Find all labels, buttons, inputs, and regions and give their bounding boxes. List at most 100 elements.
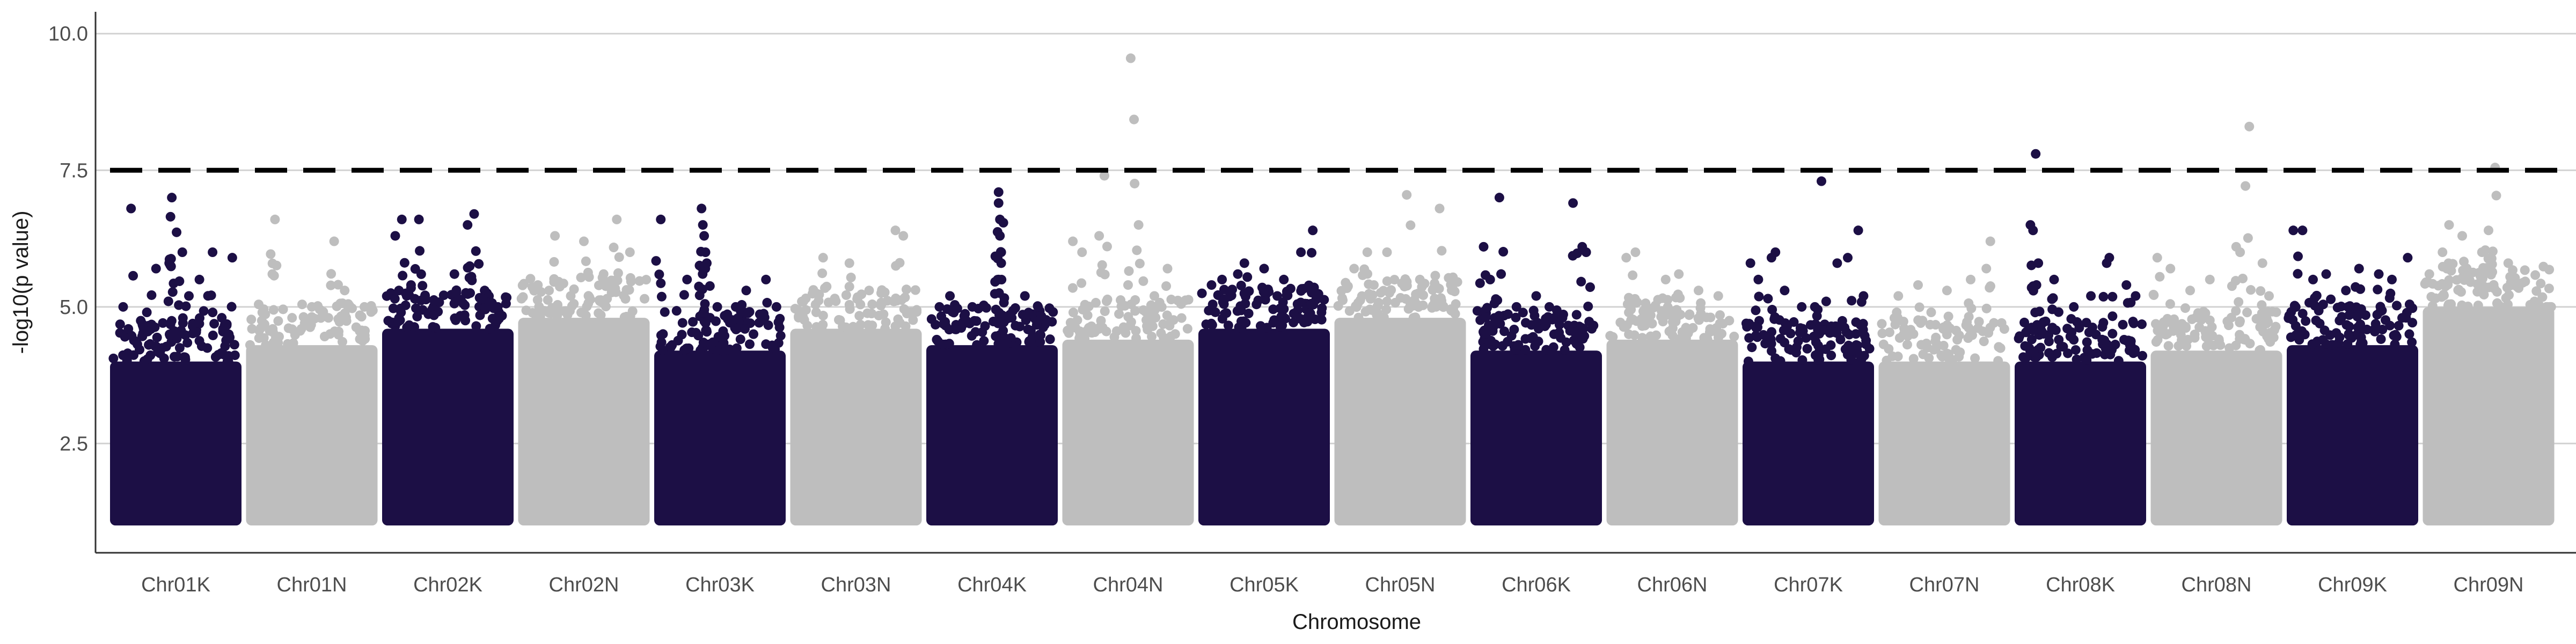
chromosome-group-Chr03N xyxy=(790,225,922,526)
data-point xyxy=(1244,286,1254,296)
data-point xyxy=(1576,276,1586,287)
x-tick-label: Chr02K xyxy=(413,574,482,596)
data-point xyxy=(1379,312,1389,323)
data-point xyxy=(404,320,414,330)
data-point xyxy=(471,321,481,331)
data-point xyxy=(2344,310,2354,320)
data-point xyxy=(1227,284,1238,295)
data-point xyxy=(1624,292,1634,303)
data-point xyxy=(1020,291,1030,301)
data-point xyxy=(451,288,462,298)
data-point xyxy=(1446,305,1457,316)
data-point xyxy=(329,236,339,246)
data-point xyxy=(1125,53,1136,63)
data-point xyxy=(2031,149,2041,159)
data-point xyxy=(2130,347,2140,357)
data-point xyxy=(761,274,771,284)
data-point xyxy=(2044,336,2054,347)
data-point xyxy=(2018,352,2029,362)
data-point xyxy=(677,318,687,328)
x-axis-title: Chromosome xyxy=(1292,610,1421,634)
data-point xyxy=(1260,295,1270,305)
data-point xyxy=(1964,298,1974,309)
data-point xyxy=(2185,286,2195,296)
data-point xyxy=(1554,320,1564,330)
data-point xyxy=(822,281,832,291)
data-point xyxy=(697,284,707,294)
data-point xyxy=(1101,296,1111,306)
data-point xyxy=(2389,331,2399,341)
data-point xyxy=(2472,287,2483,297)
data-point xyxy=(671,306,682,316)
data-point xyxy=(153,347,163,357)
data-point xyxy=(1641,302,1651,312)
data-point xyxy=(993,187,1004,197)
data-point xyxy=(1624,329,1634,339)
data-point xyxy=(1560,345,1570,355)
data-point xyxy=(382,291,392,301)
x-tick-labels: Chr01K Chr01N Chr02K Chr02N Chr03K Chr03N Chr0… xyxy=(141,574,2523,596)
data-point xyxy=(336,311,346,321)
data-point xyxy=(2372,310,2382,320)
data-point xyxy=(1702,334,1713,345)
data-point xyxy=(1035,337,1045,347)
data-point xyxy=(2047,304,2058,314)
data-point xyxy=(2480,245,2490,255)
data-point xyxy=(1406,220,1416,230)
chromosome-group-Chr02N xyxy=(516,214,652,526)
data-point xyxy=(1096,316,1106,326)
data-point xyxy=(1279,304,1289,314)
data-point xyxy=(890,321,901,332)
data-point xyxy=(774,323,785,333)
data-point xyxy=(1548,342,1558,352)
data-point xyxy=(459,310,470,320)
data-point xyxy=(2459,257,2469,267)
data-point xyxy=(1893,352,1903,362)
data-point xyxy=(581,310,591,320)
data-point xyxy=(818,311,828,321)
data-point xyxy=(996,258,1006,268)
data-point xyxy=(624,285,634,295)
data-point xyxy=(1170,329,1180,339)
data-point xyxy=(1908,329,1919,339)
data-point xyxy=(418,281,428,291)
data-point xyxy=(565,306,575,316)
data-point xyxy=(844,258,854,268)
data-point xyxy=(811,322,822,332)
data-point xyxy=(390,294,400,304)
data-point xyxy=(1197,288,1207,298)
data-point xyxy=(899,304,909,314)
data-point xyxy=(771,302,781,312)
data-point xyxy=(1817,176,1826,186)
data-point xyxy=(2473,301,2483,311)
data-point xyxy=(1418,290,1429,301)
data-point xyxy=(2241,181,2251,191)
data-point xyxy=(1962,317,1972,327)
data-point xyxy=(1645,331,1656,341)
data-point xyxy=(2391,301,2402,311)
data-point xyxy=(2049,274,2059,284)
data-point xyxy=(1154,297,1165,308)
data-point xyxy=(1491,294,1501,304)
data-point xyxy=(2165,299,2175,309)
data-point xyxy=(474,259,484,269)
data-point xyxy=(2244,121,2255,131)
data-point xyxy=(166,261,176,272)
data-point xyxy=(2362,324,2372,334)
data-point xyxy=(221,335,231,346)
data-point xyxy=(1373,299,1384,310)
data-point xyxy=(1568,251,1578,261)
data-point xyxy=(394,313,404,323)
data-point xyxy=(2082,355,2092,365)
data-point xyxy=(844,299,854,310)
data-point xyxy=(737,300,747,310)
data-point xyxy=(1173,295,1183,305)
data-point xyxy=(266,249,276,259)
data-point xyxy=(194,274,204,284)
data-point xyxy=(184,291,194,301)
data-point xyxy=(1861,335,1871,346)
data-point xyxy=(1024,337,1034,347)
data-point xyxy=(1002,338,1012,348)
data-point xyxy=(1150,291,1159,301)
data-point xyxy=(180,330,191,340)
